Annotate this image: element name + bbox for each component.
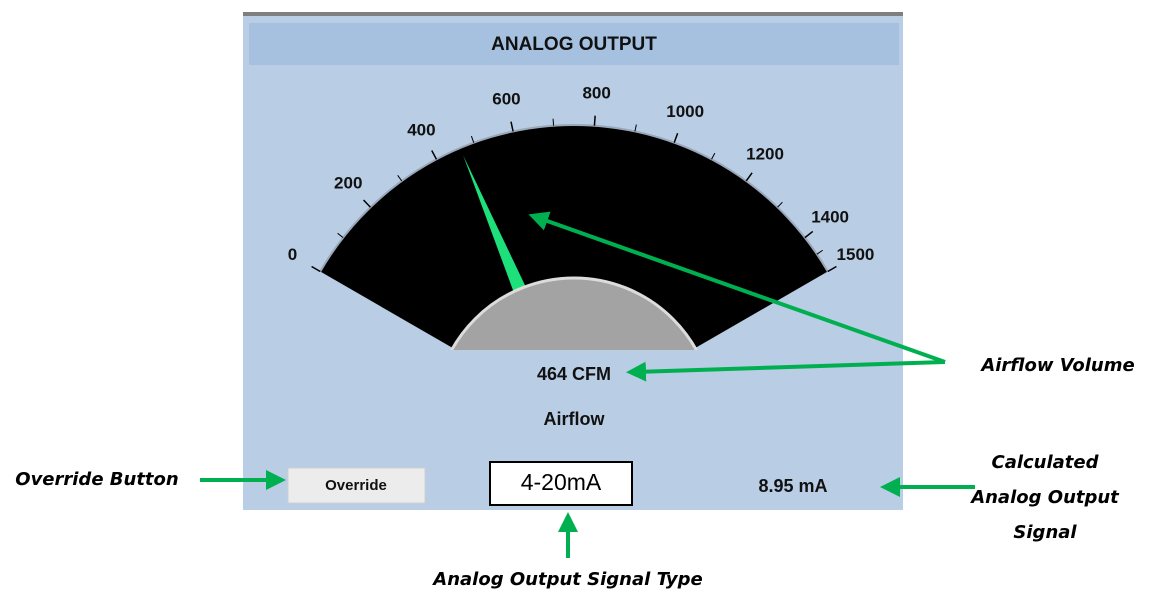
gauge-tick (311, 265, 321, 273)
gauge-rim (319, 124, 829, 273)
gauge-tick-label: 400 (407, 121, 435, 140)
gauge-tick-label: 1000 (666, 102, 704, 121)
gauge-tick (673, 133, 679, 143)
gauge-tick-label: 1500 (837, 245, 875, 264)
gauge-minor-tick (337, 232, 344, 239)
annotation-arrow (528, 211, 946, 364)
gauge-tick-label: 1200 (746, 145, 784, 164)
gauge: 0 200 400 600 800 1000 1200 1400 1500 (288, 83, 875, 350)
gauge-tick (804, 230, 814, 239)
gauge-minor-tick (397, 175, 403, 182)
gauge-tick-label: 1400 (811, 207, 849, 226)
value-readout: 464 CFM (537, 364, 611, 384)
annotation-arrow (626, 360, 946, 382)
annotation: Analog Output Signal Type (431, 569, 702, 590)
gauge-tick (593, 115, 596, 126)
output-signal: 8.95 mA (758, 476, 827, 496)
signal-type[interactable]: 4-20mA (521, 469, 602, 495)
gauge-tick-label: 0 (288, 245, 297, 264)
gauge-minor-tick (470, 135, 475, 143)
override-button[interactable] (287, 467, 426, 504)
gauge-minor-tick (777, 201, 783, 208)
gauge-minor-tick (711, 152, 716, 160)
gauge-tick-label: 600 (492, 90, 520, 109)
override-button-label[interactable]: Override (325, 477, 387, 494)
signal-type-box[interactable] (489, 461, 633, 506)
annotation: Override Button (15, 469, 178, 490)
gauge-tick (431, 150, 438, 160)
gauge-tick (510, 121, 514, 132)
gauge-tick (827, 265, 837, 273)
annotation: Calculated (991, 452, 1099, 473)
gauge-face (320, 125, 828, 350)
annotation: Airflow Volume (979, 355, 1134, 376)
quantity-label: Airflow (544, 409, 606, 429)
panel-title: ANALOG OUTPUT (491, 34, 657, 55)
annotation: Signal (1013, 522, 1077, 543)
gauge-needle (463, 155, 530, 301)
gauge-tick-label: 800 (582, 83, 610, 102)
gauge-tick (362, 199, 372, 208)
gauge-tick (745, 172, 753, 182)
header-bar (249, 23, 899, 65)
panel-top-border (243, 12, 903, 16)
gauge-hub (449, 276, 699, 350)
gauge-tick-label: 200 (334, 174, 362, 193)
gauge-minor-tick (634, 124, 637, 132)
annotation: Analog Output (969, 487, 1120, 508)
gauge-minor-tick (816, 249, 823, 255)
